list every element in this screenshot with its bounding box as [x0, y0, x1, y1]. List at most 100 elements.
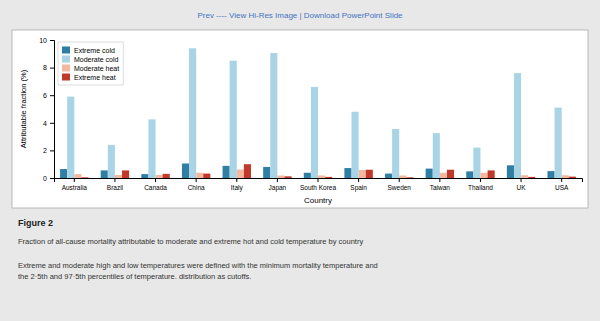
x-tick-label: South Korea: [300, 184, 337, 191]
x-tick-label: China: [188, 184, 205, 191]
bar-series: [81, 164, 575, 178]
x-tick-mark: [318, 178, 319, 182]
legend-swatch: [62, 56, 70, 63]
bar: [141, 174, 148, 178]
bar: [203, 174, 210, 178]
x-tick-label: Taiwan: [430, 184, 451, 191]
bar: [284, 176, 291, 178]
y-tick-mark: [50, 150, 54, 151]
nav-text: Prev ---- View Hi-Res Image | Download P…: [197, 11, 403, 20]
x-tick-mark: [236, 178, 237, 182]
bar: [344, 168, 351, 178]
figure-label: Figure 2: [18, 218, 53, 228]
bar: [156, 175, 163, 178]
bar: [359, 170, 366, 178]
x-tick-label: Brazil: [107, 184, 124, 191]
bar: [304, 173, 311, 178]
y-tick-label: 2: [43, 147, 47, 154]
caption: Extreme and moderate high and low temper…: [18, 261, 378, 281]
bar: [466, 171, 473, 178]
legend-swatch: [62, 47, 70, 54]
bar: [473, 148, 480, 178]
bar: [547, 171, 554, 178]
x-tick-label: Thailand: [468, 184, 493, 191]
x-tick-mark: [480, 178, 481, 182]
x-tick-label: Sweden: [387, 184, 411, 191]
bar: [115, 175, 122, 178]
legend-label: Moderate cold: [74, 56, 118, 63]
x-tick: Taiwan: [430, 178, 451, 191]
bar: [196, 173, 203, 178]
x-tick: Canada: [144, 178, 167, 191]
page: Prev ---- View Hi-Res Image | Download P…: [0, 0, 600, 321]
bar: [81, 177, 88, 178]
legend: Extreme coldModerate cold Moderate heatEx…: [58, 42, 123, 85]
y-tick-label: 10: [39, 37, 47, 44]
bar: [163, 174, 170, 178]
caption-line: Extreme and moderate high and low temper…: [18, 261, 378, 270]
x-tick-mark: [155, 178, 156, 182]
bar: [447, 170, 454, 178]
x-tick-label: Spain: [350, 184, 367, 192]
bar: [514, 73, 521, 178]
x-tick: China: [188, 178, 205, 191]
legend-item: Extreme heat: [62, 74, 116, 82]
x-tick-mark: [277, 178, 278, 182]
x-tick-mark: [399, 178, 400, 182]
bar-series: [74, 169, 568, 178]
bar: [244, 164, 251, 178]
x-tick-mark: [439, 178, 440, 182]
bar: [223, 166, 230, 178]
bar: [440, 173, 447, 178]
x-tick-label: USA: [555, 184, 569, 191]
y-tick: 2: [43, 147, 54, 154]
bar: [325, 177, 332, 178]
x-tick-label: Italy: [231, 184, 244, 192]
bar: [406, 177, 413, 178]
bar: [433, 133, 440, 178]
y-axis-line: [50, 41, 55, 179]
chart-box: [12, 30, 588, 208]
x-tick-mark: [114, 178, 115, 182]
legend-item: Extreme cold: [62, 47, 115, 55]
y-axis: 0246810: [39, 37, 54, 182]
x-axis: Australia Brazil Canada China Italy Japan Sout…: [55, 178, 583, 192]
bar: [555, 108, 562, 178]
y-tick-mark: [50, 68, 54, 69]
bar: [392, 129, 399, 178]
x-tick-label: Japan: [269, 184, 287, 192]
y-tick-mark: [50, 123, 54, 124]
x-tick-label: Canada: [144, 184, 167, 191]
bar: [182, 164, 189, 178]
x-tick: Italy: [231, 178, 244, 192]
x-tick: Spain: [350, 178, 367, 192]
y-tick-label: 4: [43, 120, 47, 127]
x-tick: Sweden: [387, 178, 411, 191]
bar: [366, 170, 373, 178]
legend-label: Extreme heat: [74, 74, 116, 81]
bar: [101, 170, 108, 178]
bar: [528, 177, 535, 178]
plot: 0246810AustraliaBrazilCanadaChinaItalyJa…: [39, 37, 582, 192]
x-tick: South Korea: [300, 178, 337, 191]
x-tick-mark: [521, 178, 522, 182]
bar: [311, 87, 318, 178]
y-axis-title: Attributable fraction (%): [19, 69, 28, 148]
bars: [60, 48, 576, 178]
y-tick: 4: [43, 120, 54, 127]
legend-frame: [58, 42, 123, 85]
x-tick: USA: [555, 178, 569, 191]
bar-series: [67, 48, 561, 178]
bar: [480, 173, 487, 178]
legend-swatch: [62, 65, 70, 72]
bar: [521, 175, 528, 178]
y-tick-mark: [50, 95, 54, 96]
bar: [74, 174, 81, 178]
bar: [237, 169, 244, 178]
bar: [352, 112, 359, 178]
y-tick-label: 0: [43, 175, 47, 182]
y-tick: 0: [43, 175, 54, 182]
legend-item: Moderate heat: [62, 65, 119, 73]
bar: [569, 177, 576, 178]
x-tick: Australia: [62, 178, 88, 191]
